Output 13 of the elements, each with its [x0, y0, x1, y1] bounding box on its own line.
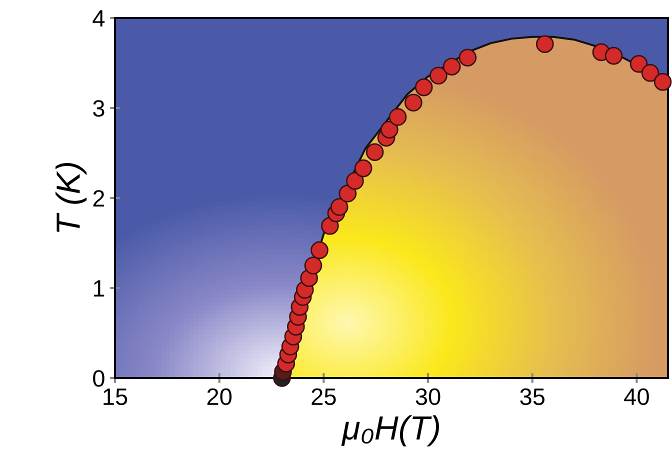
x-tick-label: 30 — [416, 388, 440, 406]
x-tick-label: 15 — [104, 388, 128, 406]
x-tick-label: 35 — [520, 388, 544, 406]
x-tick-label: 20 — [207, 388, 232, 406]
y-tick-label: 3 — [93, 100, 104, 117]
y-tick-label: 1 — [94, 280, 104, 297]
y-tick-label: 4 — [92, 10, 105, 27]
y-tick-label: 0 — [93, 370, 104, 387]
x-tick-label: 25 — [312, 388, 336, 406]
x-axis-title: μ₀H(T) — [341, 415, 439, 446]
x-tick-label: 40 — [624, 388, 649, 406]
y-tick-label: 2 — [93, 190, 104, 207]
y-axis-title: T (K) — [56, 162, 87, 232]
